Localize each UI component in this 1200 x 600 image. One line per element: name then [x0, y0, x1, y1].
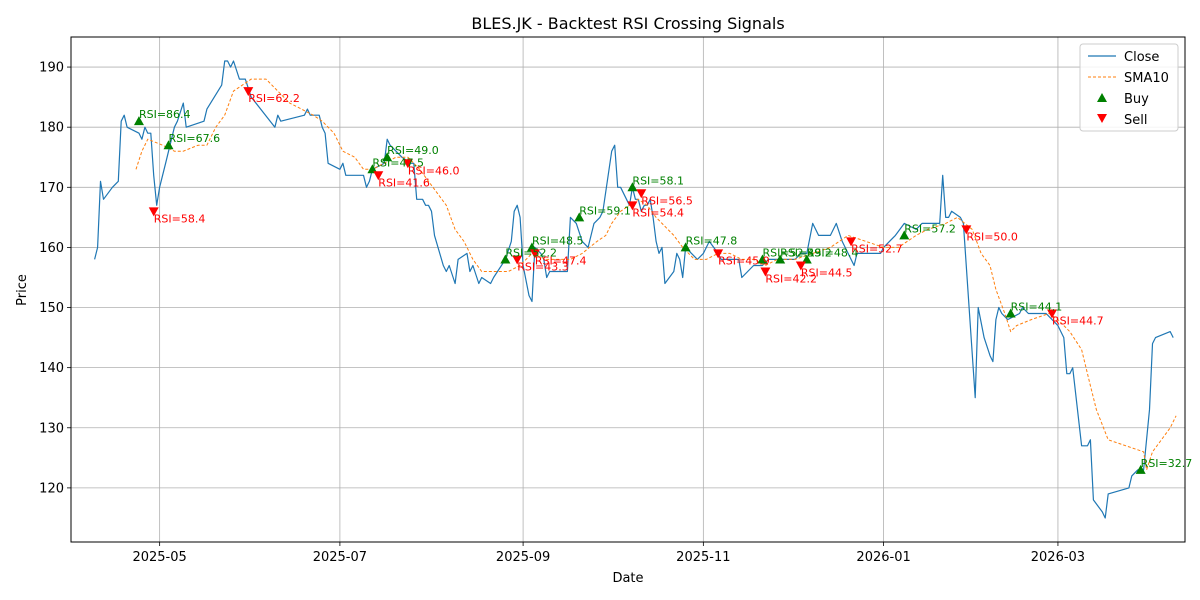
y-tick-label: 150 [39, 301, 64, 316]
y-tick-label: 180 [39, 121, 64, 136]
sell-marker [529, 249, 540, 259]
y-tick-label: 140 [39, 361, 64, 376]
buy-annotation: RSI=59.1 [579, 204, 631, 217]
sell-marker [512, 255, 523, 265]
marker-layer [133, 87, 1146, 474]
y-axis-title: Price [15, 274, 30, 306]
sell-marker [795, 261, 806, 271]
sell-annotation: RSI=42.2 [765, 272, 817, 285]
buy-annotation: RSI=47.5 [372, 156, 424, 169]
buy-annotation: RSI=86.4 [139, 108, 191, 121]
buy-marker [574, 212, 585, 222]
buy-annotation: RSI=48.5 [532, 234, 584, 247]
buy-marker [163, 140, 174, 150]
legend-label-sma: SMA10 [1124, 71, 1169, 86]
y-tick-label: 170 [39, 181, 64, 196]
tick-layer: 2025-05 2025-07 2025-09 2025-11 2026-01 2026-… [39, 61, 1085, 565]
sell-annotation: RSI=46.0 [408, 164, 460, 177]
sell-marker [961, 225, 972, 235]
y-tick-label: 130 [39, 421, 64, 436]
buy-marker [757, 254, 768, 264]
buy-annotation: RSI=58.1 [632, 174, 684, 187]
sell-annotation: RSI=44.7 [1052, 315, 1104, 328]
buy-marker [1005, 308, 1016, 318]
sell-marker [1047, 309, 1058, 319]
sell-marker [373, 171, 384, 181]
plot-frame [70, 36, 1186, 543]
buy-annotation: RSI=67.6 [169, 132, 221, 145]
x-tick-label: 2025-11 [676, 550, 730, 565]
buy-annotation: RSI=52.2 [505, 246, 557, 259]
legend: Close SMA10 Buy Sell [1079, 43, 1179, 132]
buy-annotation: RSI=49.2 [780, 246, 832, 259]
chart-title: BLES.JK - Backtest RSI Crossing Signals [471, 14, 784, 33]
buy-annotation: RSI=47.8 [686, 234, 738, 247]
legend-label-sell: Sell [1124, 113, 1147, 128]
sell-marker [760, 267, 771, 277]
sell-annotation: RSI=56.5 [641, 194, 693, 207]
sell-annotation: RSI=44.5 [801, 266, 853, 279]
buy-marker [1135, 464, 1146, 474]
buy-annotation: RSI=32.7 [1141, 457, 1193, 470]
sell-annotation: RSI=45.9 [718, 254, 770, 267]
buy-marker [680, 242, 691, 252]
sell-marker [636, 189, 647, 199]
buy-marker [775, 254, 786, 264]
buy-marker [801, 254, 812, 264]
legend-buy-marker [1097, 93, 1107, 102]
legend-box [1079, 43, 1179, 132]
sell-marker [243, 87, 254, 97]
y-tick-label: 120 [39, 481, 64, 496]
buy-annotation: RSI=49.0 [387, 144, 439, 157]
sell-marker [402, 159, 413, 169]
sell-annotation: RSI=52.7 [851, 242, 903, 255]
buy-marker [627, 182, 638, 192]
x-tick-label: 2025-09 [496, 550, 550, 565]
buy-annotation: RSI=44.1 [1011, 301, 1063, 314]
sell-annotation: RSI=58.4 [154, 212, 206, 225]
buy-annotation: RSI=48.4 [807, 246, 859, 259]
sell-annotation: RSI=50.0 [966, 230, 1018, 243]
y-tick-label: 190 [39, 61, 64, 76]
buy-annotation: RSI=57.2 [904, 222, 956, 235]
x-tick-label: 2025-07 [313, 550, 367, 565]
x-tick-label: 2025-05 [132, 550, 186, 565]
sell-annotation: RSI=62.2 [248, 92, 300, 105]
buy-marker [133, 116, 144, 126]
buy-marker [500, 254, 511, 264]
y-tick-label: 160 [39, 241, 64, 256]
legend-label-close: Close [1124, 50, 1159, 65]
buy-marker [526, 242, 537, 252]
sell-marker [627, 201, 638, 211]
sell-annotation: RSI=54.4 [632, 206, 684, 219]
buy-marker [899, 230, 910, 240]
buy-annotation: RSI=52.3 [762, 246, 814, 259]
legend-label-buy: Buy [1124, 92, 1149, 107]
sell-marker [846, 237, 857, 247]
x-tick-label: 2026-03 [1031, 550, 1085, 565]
buy-marker [367, 164, 378, 174]
sell-marker [713, 249, 724, 259]
series-line-close [94, 60, 1174, 519]
sell-annotation: RSI=41.6 [378, 176, 430, 189]
x-tick-label: 2026-01 [856, 550, 910, 565]
sell-annotation: RSI=43.3 [517, 260, 569, 273]
sell-annotation: RSI=47.4 [535, 254, 587, 267]
sell-marker [148, 207, 159, 217]
x-axis-title: Date [612, 571, 643, 586]
legend-sell-marker [1097, 114, 1107, 123]
buy-marker [382, 152, 393, 162]
